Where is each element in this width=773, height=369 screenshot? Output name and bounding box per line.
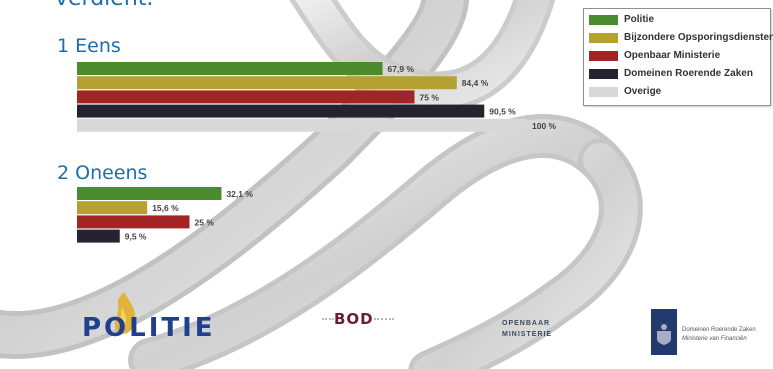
legend-item-politie: Politie xyxy=(589,12,654,27)
data-label: 75 % xyxy=(420,92,440,102)
legend-item-overige: Overige xyxy=(589,84,661,99)
data-label: 90,5 % xyxy=(489,107,516,117)
legend-label: Overige xyxy=(624,86,662,97)
legend-swatch xyxy=(589,68,618,79)
domeinen-logo: Domeinen Roerende Zaken Ministerie van F… xyxy=(651,309,771,357)
bar-politie-eens xyxy=(77,62,383,75)
legend-label: Domeinen Roerende Zaken xyxy=(624,68,753,79)
flame-icon xyxy=(114,292,136,334)
legend-label: Bijzondere Opsporingsdiensten xyxy=(624,32,773,43)
legend-item-bod: Bijzondere Opsporingsdiensten xyxy=(589,30,773,45)
bod-logo-text: BOD xyxy=(334,310,374,328)
om-logo-line1: OPENBAAR xyxy=(502,320,551,327)
legend-label: Openbaar Ministerie xyxy=(624,50,721,61)
politie-logo: POLITIE xyxy=(82,292,232,353)
legend-item-om: Openbaar Ministerie xyxy=(589,48,720,63)
data-label: 9,5 % xyxy=(125,232,147,242)
bar-overige-eens xyxy=(77,118,527,132)
data-label: 25 % xyxy=(195,217,215,227)
bar-bijzondere-opsporingsdiensten-eens xyxy=(77,76,457,90)
category-label-eens: 1 Eens xyxy=(57,35,121,57)
data-label: 32,1 % xyxy=(226,189,253,199)
om-logo: OPENBAAR MINISTERIE xyxy=(502,320,572,346)
legend: Politie Bijzondere Opsporingsdiensten Op… xyxy=(583,8,773,106)
legend-item-drz: Domeinen Roerende Zaken xyxy=(589,66,753,81)
bar-domeinen-roerende-zaken-eens xyxy=(77,104,485,118)
domeinen-logo-line2: Ministerie van Financiën xyxy=(682,336,747,342)
bar-domeinen-roerende-zaken-oneens xyxy=(77,229,120,243)
heading-partial: verdient. xyxy=(55,0,153,11)
coat-of-arms-icon xyxy=(657,324,671,345)
dot-line xyxy=(374,318,394,321)
legend-label: Politie xyxy=(624,14,655,25)
legend-swatch xyxy=(589,86,618,97)
dot-line xyxy=(322,318,334,321)
legend-swatch xyxy=(589,32,618,43)
bod-logo: BOD xyxy=(322,309,402,333)
data-label: 84,4 % xyxy=(462,78,489,88)
domeinen-logo-line1: Domeinen Roerende Zaken xyxy=(682,327,756,333)
data-label: 100 % xyxy=(532,121,557,131)
politie-logo-text: POLITIE xyxy=(82,313,216,343)
rijkswapen-icon xyxy=(651,309,677,355)
bar-politie-oneens xyxy=(77,187,222,200)
legend-swatch xyxy=(589,14,618,25)
data-label: 15,6 % xyxy=(152,203,179,213)
category-label-oneens: 2 Oneens xyxy=(57,162,148,184)
om-logo-line2: MINISTERIE xyxy=(502,331,553,338)
bar-openbaar-ministerie-oneens xyxy=(77,215,190,229)
data-label: 67,9 % xyxy=(388,64,415,74)
legend-swatch xyxy=(589,50,618,61)
bar-openbaar-ministerie-eens xyxy=(77,90,415,104)
bar-bijzondere-opsporingsdiensten-oneens xyxy=(77,201,148,215)
